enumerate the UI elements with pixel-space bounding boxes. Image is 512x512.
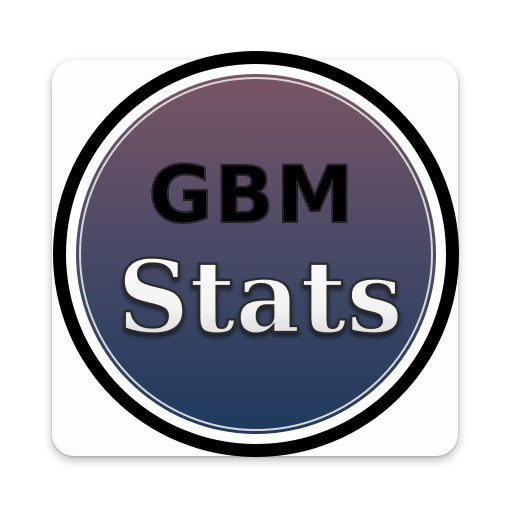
gradient-disc [76,74,436,434]
inner-thin-ring [79,77,433,431]
icon-line2-text: Stats [117,238,403,356]
icon-line1-text: GBM [148,151,355,241]
icon-line1-inline: GBM [148,151,355,241]
